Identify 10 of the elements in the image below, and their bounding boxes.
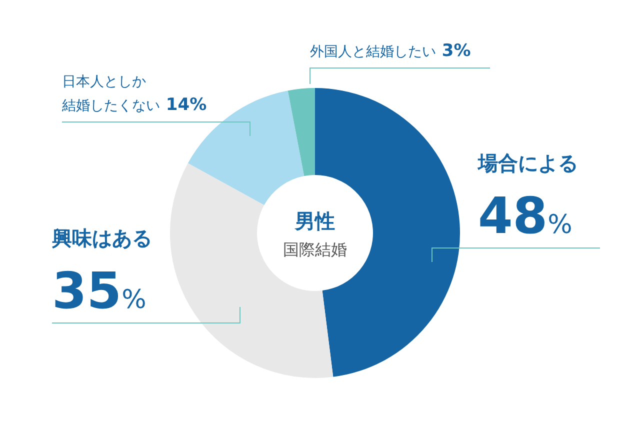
slice-label: 外国人と結婚したい <box>310 44 436 60</box>
text: 男性 <box>294 209 335 233</box>
slice-label: 場合による <box>477 151 578 175</box>
data-label: 14% <box>160 95 207 115</box>
data-label: 35% <box>52 262 146 320</box>
data-label: 48% <box>478 187 572 245</box>
text: 国際結婚 <box>283 240 347 259</box>
data-label: 3% <box>436 41 471 61</box>
slice-label: 日本人としか結婚したくない <box>62 74 160 114</box>
slice-label: 興味はある <box>51 226 152 250</box>
